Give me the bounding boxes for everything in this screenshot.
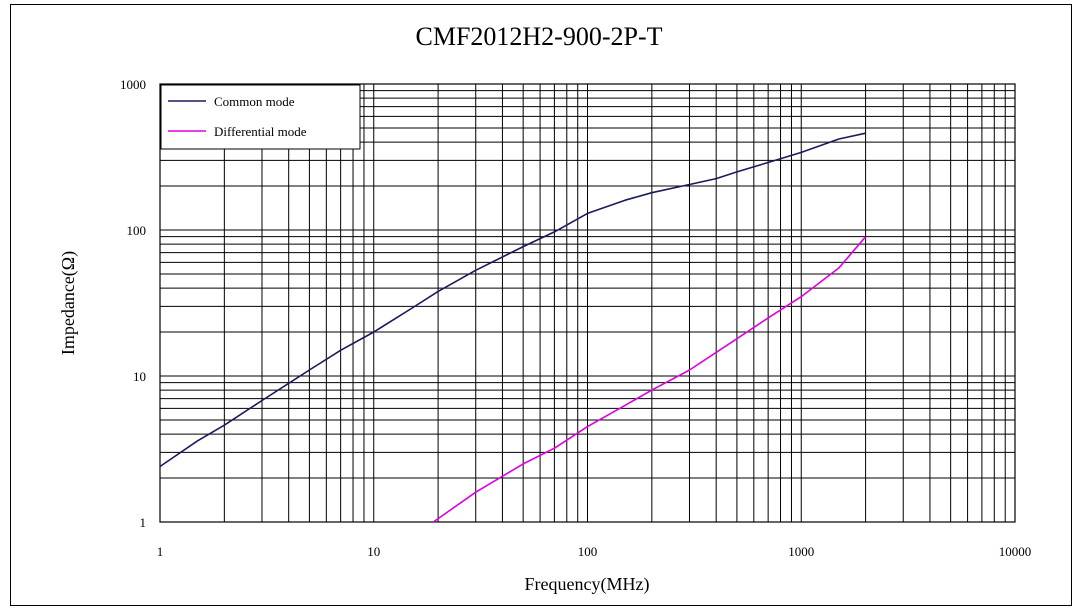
- chart-grid: [160, 84, 1015, 522]
- x-axis-label: Frequency(MHz): [525, 574, 650, 595]
- x-tick-label: 10: [367, 544, 380, 559]
- y-tick-label: 10: [133, 369, 146, 384]
- y-axis-ticks: 1 10 100 1000: [120, 77, 146, 530]
- x-tick-label: 100: [578, 544, 598, 559]
- series-line-differential-mode: [432, 236, 867, 523]
- series-lines: [159, 132, 867, 523]
- x-tick-label: 1: [157, 544, 164, 559]
- plot-area: [159, 83, 1016, 523]
- legend-label: Common mode: [214, 94, 295, 109]
- legend-box: [160, 84, 361, 150]
- series-line-common-mode: [159, 132, 866, 468]
- y-axis-label: Impedance(Ω): [58, 251, 79, 355]
- y-tick-label: 1: [140, 515, 147, 530]
- legend: Common mode Differential mode: [160, 84, 361, 150]
- x-axis-ticks: 1 10 100 1000 10000: [157, 544, 1032, 559]
- legend-label: Differential mode: [214, 124, 307, 139]
- y-tick-label: 100: [127, 223, 147, 238]
- x-tick-label: 1000: [788, 544, 814, 559]
- y-tick-label: 1000: [120, 77, 146, 92]
- x-tick-label: 10000: [999, 544, 1032, 559]
- chart-title: CMF2012H2-900-2P-T: [415, 22, 662, 51]
